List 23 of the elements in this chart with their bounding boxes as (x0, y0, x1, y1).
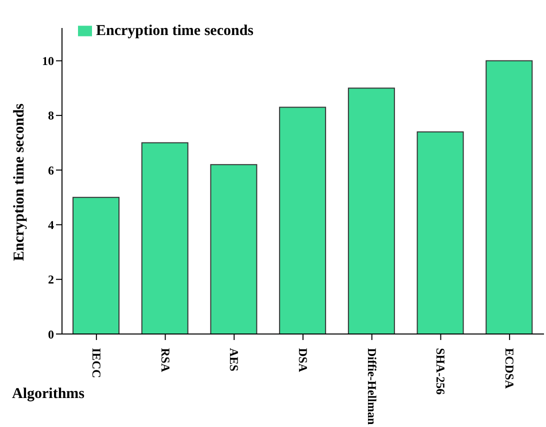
bar (348, 88, 395, 334)
y-tick-label: 6 (48, 163, 54, 178)
bar (210, 164, 258, 334)
bar (72, 196, 120, 334)
x-tick-label: DSA (296, 348, 310, 372)
x-tick-label: IECC (89, 348, 104, 378)
bar (486, 60, 533, 334)
bar (279, 106, 326, 334)
x-tick-label: ECDSA (502, 348, 517, 390)
y-axis-title: Encryption time seconds (11, 103, 28, 261)
x-tick-label: SHA-256 (434, 348, 448, 395)
y-tick-label: 4 (48, 218, 54, 232)
y-tick-label: 0 (48, 327, 54, 342)
x-tick-label: Diffie-Hellman (364, 348, 379, 425)
x-tick-label: AES (227, 348, 242, 372)
x-tick-label: RSA (158, 348, 172, 372)
x-axis-title: Algorithms (12, 386, 84, 403)
y-tick-label: 2 (48, 272, 54, 287)
y-tick-label: 10 (42, 54, 54, 68)
y-tick-label: 8 (48, 108, 54, 123)
bar (141, 142, 188, 334)
legend-label: Encryption time seconds (96, 23, 254, 39)
bar (416, 131, 464, 334)
